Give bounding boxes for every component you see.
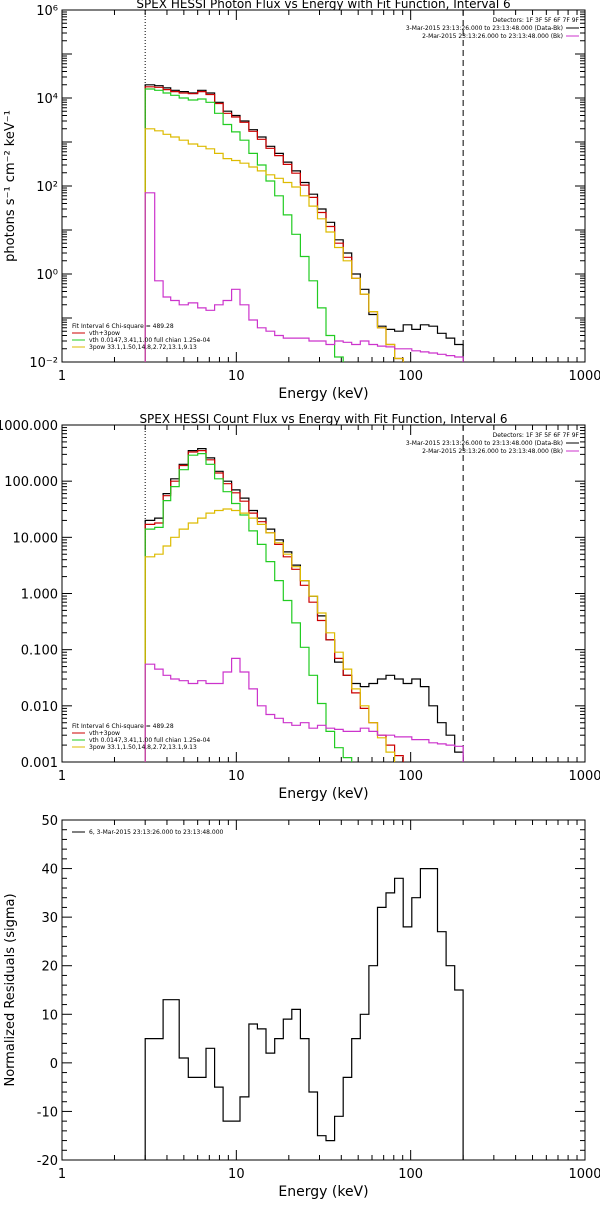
- legend-right-header: Detectors: 1F 3F 5F 6F 7F 9F: [493, 432, 580, 439]
- series-fit_total: [144, 86, 404, 362]
- legend-left-entry: 6, 3-Mar-2015 23:13:26.000 to 23:13:48.0…: [89, 829, 224, 836]
- y-tick-label: 1.000: [21, 588, 58, 603]
- legend-left-entry: 3pow 33.1,1.50,14.8,2.72,13.1,9.13: [89, 744, 197, 751]
- x-tick-label: 10: [228, 369, 245, 384]
- series-data: [144, 448, 464, 762]
- series-group: [144, 448, 464, 762]
- y-tick-label: -10: [37, 1105, 58, 1120]
- legend-left-entry: vth+3pow: [89, 330, 120, 337]
- series-group: [144, 84, 464, 362]
- legend-left-entry: vth+3pow: [89, 730, 120, 737]
- legend-right-header: Detectors: 1F 3F 5F 6F 7F 9F: [493, 17, 580, 24]
- legend-left-header: Fit Interval 6 Chi-square = 489.28: [72, 323, 174, 330]
- plot-frame: [61, 424, 586, 763]
- y-tick-label: 10⁰: [36, 268, 58, 283]
- legend-right-entry: 2-Mar-2015 23:13:26.000 to 23:13:48.000 …: [422, 33, 563, 40]
- x-tick-label: 100: [398, 1167, 423, 1182]
- legend-right-entry: 2-Mar-2015 23:13:26.000 to 23:13:48.000 …: [422, 448, 563, 455]
- legend-left-header: Fit Interval 6 Chi-square = 489.28: [72, 723, 174, 730]
- x-tick-label: 100: [398, 769, 423, 784]
- chart-panel-3: 1 10 100 1000 Energy (keV) -20 -10 0 10 20 30 40 50 N…: [3, 814, 600, 1200]
- chart-panel-1: SPEX HESSI Photon Flux vs Energy with Fi…: [3, 0, 600, 402]
- x-tick-label: 10: [228, 1167, 245, 1182]
- series-background: [144, 192, 464, 362]
- series-fit_vth: [144, 453, 353, 762]
- legend-left-entry: vth 0.0147,3.41,1.00 full chian 1.25e-04: [89, 737, 210, 744]
- series-fit_total: [144, 450, 404, 762]
- x-axis-label: Energy (keV): [278, 786, 368, 802]
- y-tick-label: 20: [41, 960, 58, 975]
- series-background: [144, 657, 464, 762]
- x-tick-label: 1: [58, 769, 66, 784]
- y-tick-label: 1000.000: [0, 419, 58, 434]
- y-axis-label: photons s⁻¹ cm⁻² keV⁻¹: [3, 110, 18, 262]
- series-residuals: [144, 868, 464, 1160]
- y-tick-label: 30: [41, 911, 58, 926]
- legend-right-entry: 3-Mar-2015 23:13:26.000 to 23:13:48.000 …: [406, 440, 563, 447]
- x-tick-label: 100: [398, 369, 423, 384]
- series-group: [144, 868, 464, 1160]
- legend-left-entry: 3pow 33.1,1.50,14.8,2.72,13.1,9.13: [89, 344, 197, 351]
- x-axis-label: Energy (keV): [278, 1184, 368, 1200]
- plot-frame: [61, 819, 586, 1161]
- y-tick-label: 0.100: [21, 644, 58, 659]
- y-tick-label: 0: [50, 1057, 58, 1072]
- y-tick-label: 100.000: [4, 475, 58, 490]
- y-tick-label: 40: [41, 863, 58, 878]
- y-tick-label: 10.000: [13, 531, 59, 546]
- x-tick-label: 1: [58, 1167, 66, 1182]
- series-fit_3pow: [144, 128, 404, 362]
- x-tick-label: 1000: [568, 769, 600, 784]
- x-tick-label: 1000: [568, 1167, 600, 1182]
- x-axis-label: Energy (keV): [278, 386, 368, 402]
- y-tick-label: 10⁶: [36, 4, 58, 19]
- y-tick-label: 10⁴: [36, 92, 58, 107]
- x-tick-label: 1: [58, 369, 66, 384]
- chart-panel-2: SPEX HESSI Count Flux vs Energy with Fit…: [0, 412, 600, 802]
- x-tick-label: 1000: [568, 369, 600, 384]
- y-tick-label: 0.010: [21, 700, 58, 715]
- chart-title: SPEX HESSI Photon Flux vs Energy with Fi…: [136, 0, 510, 11]
- series-data: [144, 84, 464, 362]
- y-tick-label: -20: [37, 1154, 58, 1169]
- x-tick-label: 10: [228, 769, 245, 784]
- y-axis-label: Normalized Residuals (sigma): [3, 893, 18, 1086]
- y-tick-label: 0.001: [21, 756, 58, 771]
- series-fit_3pow: [144, 508, 396, 762]
- y-tick-label: 10⁻²: [29, 356, 58, 371]
- y-tick-label: 50: [41, 814, 58, 829]
- series-fit_vth: [144, 88, 344, 362]
- chart-title: SPEX HESSI Count Flux vs Energy with Fit…: [139, 412, 507, 426]
- plot-frame: [61, 9, 586, 363]
- legend-right-entry: 3-Mar-2015 23:13:26.000 to 23:13:48.000 …: [406, 25, 563, 32]
- y-tick-label: 10²: [36, 180, 58, 195]
- legend-left-entry: vth 0.0147,3.41,1.00 full chian 1.25e-04: [89, 337, 210, 344]
- y-tick-label: 10: [41, 1008, 58, 1023]
